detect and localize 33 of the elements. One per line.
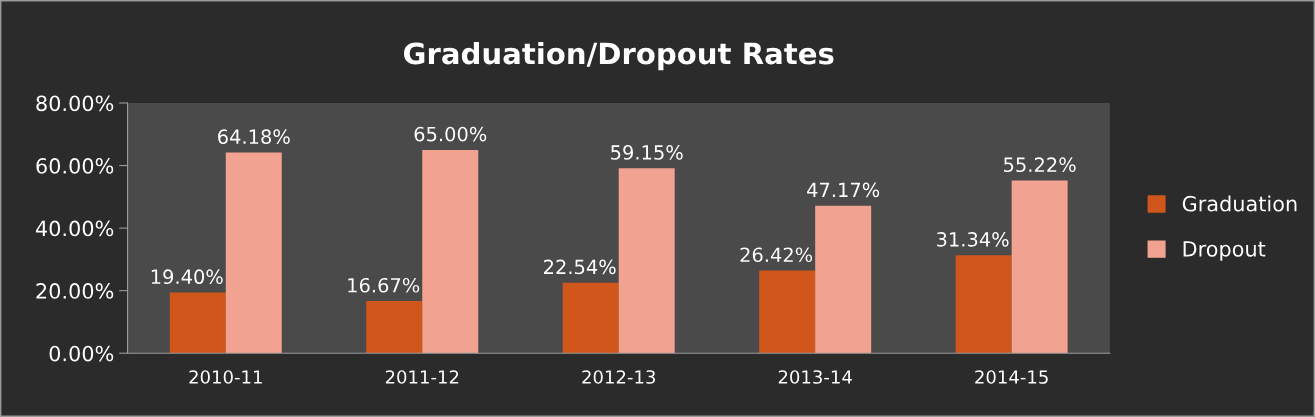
- bar: [366, 301, 423, 354]
- data-label: 26.42%: [740, 247, 813, 263]
- bar: [1011, 180, 1068, 354]
- bar: [225, 152, 282, 354]
- bar: [422, 149, 479, 354]
- y-tick-label: 20.00%: [36, 283, 114, 299]
- bar: [169, 292, 226, 354]
- legend-label: Dropout: [1183, 241, 1266, 261]
- bar: [955, 255, 1012, 354]
- bar: [815, 205, 872, 354]
- data-label: 47.17%: [807, 182, 880, 198]
- x-tick-label: 2012-13: [582, 370, 655, 384]
- data-label: 55.22%: [1004, 157, 1076, 173]
- x-tick-label: 2011-12: [385, 370, 459, 384]
- y-tick-label: 80.00%: [36, 95, 114, 112]
- data-label: 59.15%: [611, 145, 683, 160]
- x-tick-label: 2010-11: [189, 370, 262, 384]
- data-label: 64.18%: [218, 129, 290, 145]
- data-label: 31.34%: [937, 232, 1009, 247]
- data-label: 16.67%: [348, 277, 420, 293]
- bar: [618, 168, 675, 354]
- bar: [759, 270, 816, 354]
- legend-label: Graduation: [1182, 195, 1297, 212]
- chart-title: Graduation/Dropout Rates: [403, 41, 834, 71]
- y-tick-label: 60.00%: [36, 158, 114, 174]
- x-tick-label: 2014-15: [975, 370, 1048, 384]
- y-tick-label: 0.00%: [49, 345, 114, 362]
- data-label: 22.54%: [544, 259, 616, 275]
- bar: [562, 282, 619, 354]
- data-label: 65.00%: [414, 126, 487, 142]
- y-tick-label: 40.00%: [35, 220, 114, 237]
- x-tick-label: 2013-14: [778, 370, 852, 384]
- data-label: 19.40%: [151, 269, 223, 285]
